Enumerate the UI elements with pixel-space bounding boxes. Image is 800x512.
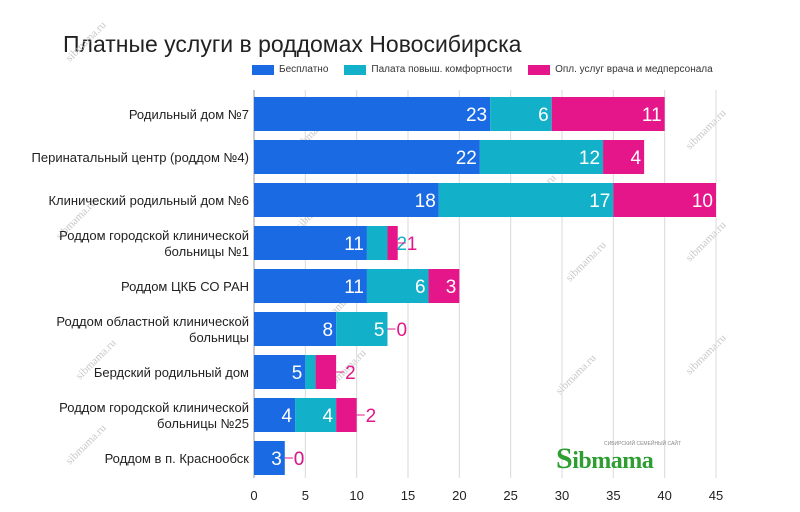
category-label: Роддом ЦКБ СО РАН bbox=[121, 279, 249, 294]
data-label: 3 bbox=[271, 449, 282, 470]
category-label: Родильный дом №7 bbox=[129, 107, 249, 122]
legend-swatch-free bbox=[252, 64, 274, 75]
x-tick-label: 25 bbox=[503, 488, 517, 503]
x-tick-label: 10 bbox=[349, 488, 363, 503]
bar-segment bbox=[613, 183, 716, 217]
data-label: 4 bbox=[631, 148, 642, 169]
data-label: 12 bbox=[579, 148, 600, 169]
category-label: Перинатальный центр (роддом №4) bbox=[32, 150, 249, 165]
data-label: 2 bbox=[396, 234, 407, 255]
category-label: больницы №1 bbox=[164, 244, 249, 259]
watermark-text: sibmama.ru bbox=[684, 219, 729, 264]
data-label: 11 bbox=[344, 277, 364, 298]
category-label: Роддом в п. Краснообск bbox=[105, 451, 250, 466]
legend-swatch-paid-staff bbox=[528, 64, 551, 75]
data-label: 8 bbox=[323, 320, 334, 341]
category-label: Роддом городской клинической bbox=[59, 400, 249, 415]
data-label: 4 bbox=[281, 406, 292, 427]
bar-segment bbox=[254, 226, 367, 260]
chart-title: Платные услуги в роддомах Новосибирска bbox=[63, 31, 522, 57]
category-label: Роддом областной клинической bbox=[56, 314, 249, 329]
watermark-text: sibmama.ru bbox=[64, 422, 109, 467]
bar-segment bbox=[254, 97, 491, 131]
watermark-text: sibmama.ru bbox=[64, 19, 109, 64]
category-label: больницы bbox=[189, 330, 249, 345]
category-label: больницы №25 bbox=[157, 416, 249, 431]
category-label: Клинический родильный дом №6 bbox=[48, 193, 249, 208]
bar-segment bbox=[387, 226, 398, 260]
sibmama-logo-tagline: СИБИРСКИЙ СЕМЕЙНЫЙ САЙТ bbox=[604, 441, 682, 447]
bar-segment bbox=[295, 398, 337, 432]
x-tick-label: 35 bbox=[606, 488, 620, 503]
watermark-text: sibmama.ru bbox=[564, 239, 609, 284]
legend-swatch-comfort-room bbox=[344, 64, 367, 75]
bar-segment bbox=[428, 269, 460, 303]
data-label: 0 bbox=[396, 320, 407, 341]
bar-segment bbox=[254, 269, 367, 303]
data-label: 5 bbox=[374, 320, 385, 341]
bar-segment bbox=[254, 312, 337, 346]
legend-label-comfort-room: Палата повыш. комфортности bbox=[371, 64, 513, 75]
data-label: 17 bbox=[589, 191, 610, 212]
data-label: 11 bbox=[642, 105, 662, 126]
data-label: 18 bbox=[415, 191, 436, 212]
data-label: 22 bbox=[456, 148, 477, 169]
bar-segment bbox=[315, 355, 337, 389]
x-tick-label: 20 bbox=[452, 488, 466, 503]
x-tick-label: 45 bbox=[709, 488, 723, 503]
data-label: 1 bbox=[407, 234, 418, 255]
data-label: 4 bbox=[323, 406, 334, 427]
bar-segment bbox=[336, 398, 357, 432]
data-label: 6 bbox=[415, 277, 426, 298]
legend-label-paid-staff: Опл. услуг врача и медперсонала bbox=[555, 64, 713, 75]
bar-segment bbox=[479, 140, 604, 174]
data-label: 2 bbox=[345, 363, 356, 384]
watermark-text: sibmama.ru bbox=[684, 332, 729, 377]
bar-segment bbox=[254, 140, 480, 174]
data-label: 10 bbox=[692, 191, 713, 212]
chart-legend: Бесплатно Палата повыш. комфортности Опл… bbox=[252, 64, 713, 75]
x-tick-label: 15 bbox=[401, 488, 415, 503]
data-label: 6 bbox=[538, 105, 549, 126]
data-label: 3 bbox=[446, 277, 457, 298]
x-tick-label: 0 bbox=[250, 488, 257, 503]
bar-segment bbox=[438, 183, 614, 217]
bar-segment bbox=[254, 183, 439, 217]
data-label: 11 bbox=[344, 234, 364, 255]
data-label: 2 bbox=[366, 406, 377, 427]
bar-segment bbox=[254, 441, 285, 475]
x-tick-label: 40 bbox=[657, 488, 671, 503]
bar-segment bbox=[551, 97, 665, 131]
x-tick-label: 30 bbox=[555, 488, 569, 503]
bar-segment bbox=[366, 269, 429, 303]
bar-segment bbox=[305, 355, 316, 389]
bar-segment bbox=[254, 398, 296, 432]
legend-item-paid-staff: Опл. услуг врача и медперсонала bbox=[528, 64, 713, 75]
bar-segment bbox=[490, 97, 552, 131]
x-tick-label: 5 bbox=[302, 488, 309, 503]
data-label: 5 bbox=[292, 363, 303, 384]
legend-label-free: Бесплатно bbox=[279, 64, 329, 75]
watermark-text: sibmama.ru bbox=[684, 107, 729, 152]
bar-segment bbox=[254, 355, 306, 389]
sibmama-logo: Sibmama bbox=[556, 442, 654, 475]
data-label: 23 bbox=[466, 105, 487, 126]
category-label: Бердский родильный дом bbox=[94, 365, 249, 380]
category-label: Роддом городской клинической bbox=[59, 228, 249, 243]
bar-segment bbox=[603, 140, 645, 174]
watermark-text: sibmama.ru bbox=[554, 352, 599, 397]
bar-segment bbox=[366, 226, 388, 260]
legend-item-comfort-room: Палата повыш. комфортности bbox=[344, 64, 512, 75]
data-label: 0 bbox=[294, 449, 305, 470]
data-label: 0 bbox=[294, 449, 305, 470]
legend-item-free: Бесплатно bbox=[252, 64, 328, 75]
bar-segment bbox=[336, 312, 388, 346]
